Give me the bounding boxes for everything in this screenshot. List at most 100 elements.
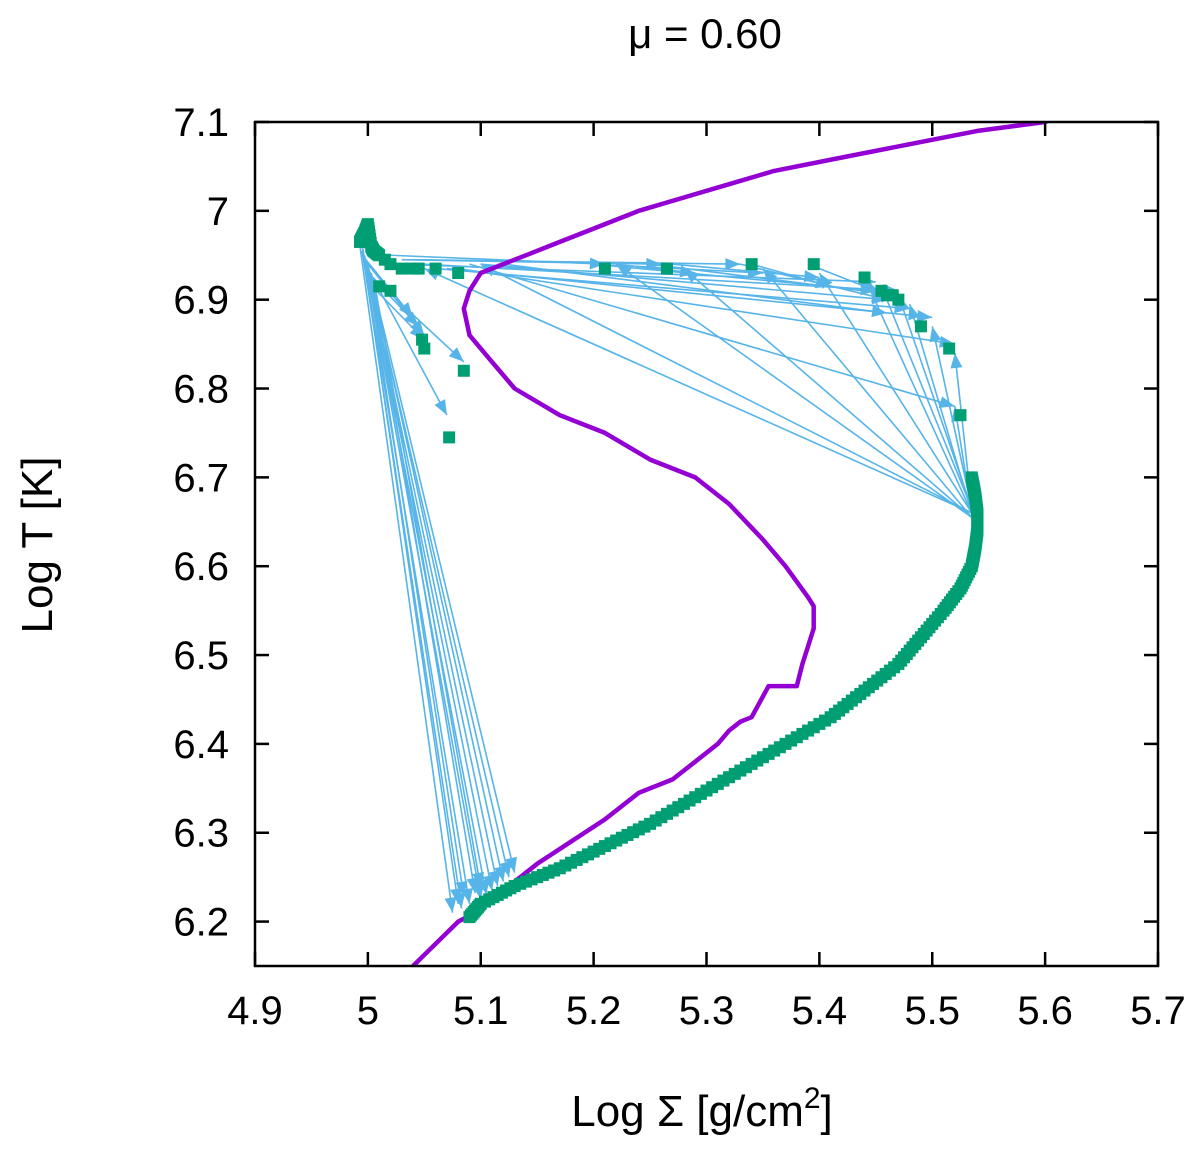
trajectory-segment-14 xyxy=(361,250,463,909)
x-axis-title: Log Σ [g/cm2] xyxy=(571,1082,833,1136)
trajectory-segment-11 xyxy=(370,272,476,894)
trajectory-segment-31 xyxy=(615,263,973,518)
y-tick-label-1: 6.2 xyxy=(173,901,229,945)
y-tick-label-10: 7.1 xyxy=(173,101,229,145)
trajectory-arrowhead-37 xyxy=(916,309,933,322)
trajectory-arrowhead-14 xyxy=(453,892,466,909)
trajectory-segment-1 xyxy=(361,250,471,904)
trajectory-segment-48 xyxy=(672,263,820,279)
trajectory-segment-8 xyxy=(369,272,516,873)
model-point-32 xyxy=(954,409,967,422)
model-point-dense-98 xyxy=(694,787,707,800)
x-tick-label-5: 5.3 xyxy=(679,989,735,1033)
trajectory-arrowhead-51 xyxy=(646,257,662,270)
trajectory-arrowhead-8 xyxy=(505,856,517,873)
x-axis-title-main: Log Σ [g/cm xyxy=(571,1087,804,1136)
trajectory-segment-5 xyxy=(364,259,499,887)
y-tick-label-5: 6.6 xyxy=(173,545,229,589)
model-point-15 xyxy=(457,364,470,377)
trajectory-arrowhead-6 xyxy=(494,865,506,882)
trajectory-arrowhead-11 xyxy=(466,877,479,894)
trajectory-segment-32 xyxy=(480,263,973,514)
plot-clip-group xyxy=(353,122,1052,966)
x-tick-label-9: 5.7 xyxy=(1130,989,1186,1033)
x-tick-label-1: 4.9 xyxy=(227,989,283,1033)
trajectory-arrowhead-52 xyxy=(589,257,605,270)
model-point-19 xyxy=(373,280,386,293)
y-tick-label-8: 6.9 xyxy=(173,279,229,323)
trajectory-segment-39 xyxy=(469,263,956,408)
y-tick-label-3: 6.4 xyxy=(173,723,229,767)
model-point-18 xyxy=(418,342,431,355)
trajectory-arrowhead-12 xyxy=(472,872,485,888)
x-axis-title-suffix: ] xyxy=(821,1087,833,1136)
model-point-29 xyxy=(892,293,905,306)
trajectory-arrowhead-5 xyxy=(488,870,501,887)
trajectory-segment-52 xyxy=(390,254,605,265)
trajectory-segment-38 xyxy=(458,267,955,345)
y-tick-label-4: 6.5 xyxy=(173,634,229,678)
model-point-14 xyxy=(452,267,465,280)
trajectory-segment-13 xyxy=(359,246,454,913)
x-tick-label-2: 5 xyxy=(357,989,379,1033)
trajectory-segment-41 xyxy=(503,263,888,314)
model-point-dense-112 xyxy=(604,837,617,850)
x-axis-title-superscript: 2 xyxy=(804,1082,821,1115)
model-point-dense-91 xyxy=(740,761,753,774)
model-point-21 xyxy=(598,262,611,275)
model-point-dense-105 xyxy=(649,814,662,827)
model-point-16 xyxy=(443,431,456,444)
model-point-24 xyxy=(807,258,820,271)
model-point-20 xyxy=(384,284,397,297)
s-curve-line xyxy=(411,122,1052,966)
model-point-dense-84 xyxy=(785,734,798,747)
trajectory-segment-37 xyxy=(446,267,933,319)
model-point-10 xyxy=(395,262,408,275)
trajectory-segment-33 xyxy=(423,267,973,514)
x-tick-label-3: 5.1 xyxy=(453,989,509,1033)
y-tick-label-7: 6.8 xyxy=(173,368,229,412)
trajectory-arrowhead-15 xyxy=(398,302,414,318)
trajectory-arrowhead-17 xyxy=(448,347,464,362)
y-tick-label-6: 6.7 xyxy=(173,456,229,500)
trajectory-arrowhead-39 xyxy=(938,396,955,408)
model-point-13 xyxy=(429,262,442,275)
model-point-dense-77 xyxy=(828,707,841,720)
trajectory-segment-7 xyxy=(367,268,510,878)
model-point-22 xyxy=(660,262,673,275)
model-points-series xyxy=(353,218,984,924)
axes-ticks: 4.9 5 5.1 5.2 5.3 5.4 5.5 5.6 5.7 6.2 6.3 6.4 6.5 6.6… xyxy=(173,101,1185,1033)
model-point-dense-119 xyxy=(559,859,572,872)
x-tick-label-6: 5.4 xyxy=(792,989,848,1033)
model-point-dense-170 xyxy=(372,248,385,261)
trajectory-segment-10 xyxy=(365,264,465,897)
trajectory-segment-29 xyxy=(762,268,973,518)
model-point-9 xyxy=(384,258,397,271)
model-point-dense-126 xyxy=(514,877,527,890)
trajectory-segment-23 xyxy=(931,326,973,509)
trajectory-arrowhead-4 xyxy=(483,874,495,891)
plot-area xyxy=(353,122,1052,966)
x-tick-label-4: 5.2 xyxy=(566,989,622,1033)
trajectory-arrowhead-50 xyxy=(725,257,741,270)
y-tick-label-9: 7 xyxy=(207,190,229,234)
model-point-dense-140 xyxy=(464,909,477,922)
chart-title: μ = 0.60 xyxy=(628,10,782,57)
trajectory-arrowhead-22 xyxy=(950,352,963,369)
x-tick-label-7: 5.5 xyxy=(904,989,960,1033)
trajectory-segment-12 xyxy=(372,277,482,888)
trajectory-segment-46 xyxy=(593,263,763,274)
trajectory-arrowhead-7 xyxy=(499,861,512,878)
trajectory-arrowhead-47 xyxy=(679,265,696,278)
model-point-12 xyxy=(412,262,425,275)
model-point-25 xyxy=(858,271,871,284)
model-point-23 xyxy=(745,258,758,271)
trajectory-arrowhead-19 xyxy=(403,311,419,327)
trajectory-segment-25 xyxy=(897,294,973,509)
x-tick-label-8: 5.6 xyxy=(1017,989,1073,1033)
y-axis-title: Log T [K] xyxy=(13,457,62,634)
model-point-30 xyxy=(914,320,927,333)
trajectory-arrowhead-13 xyxy=(444,897,457,913)
